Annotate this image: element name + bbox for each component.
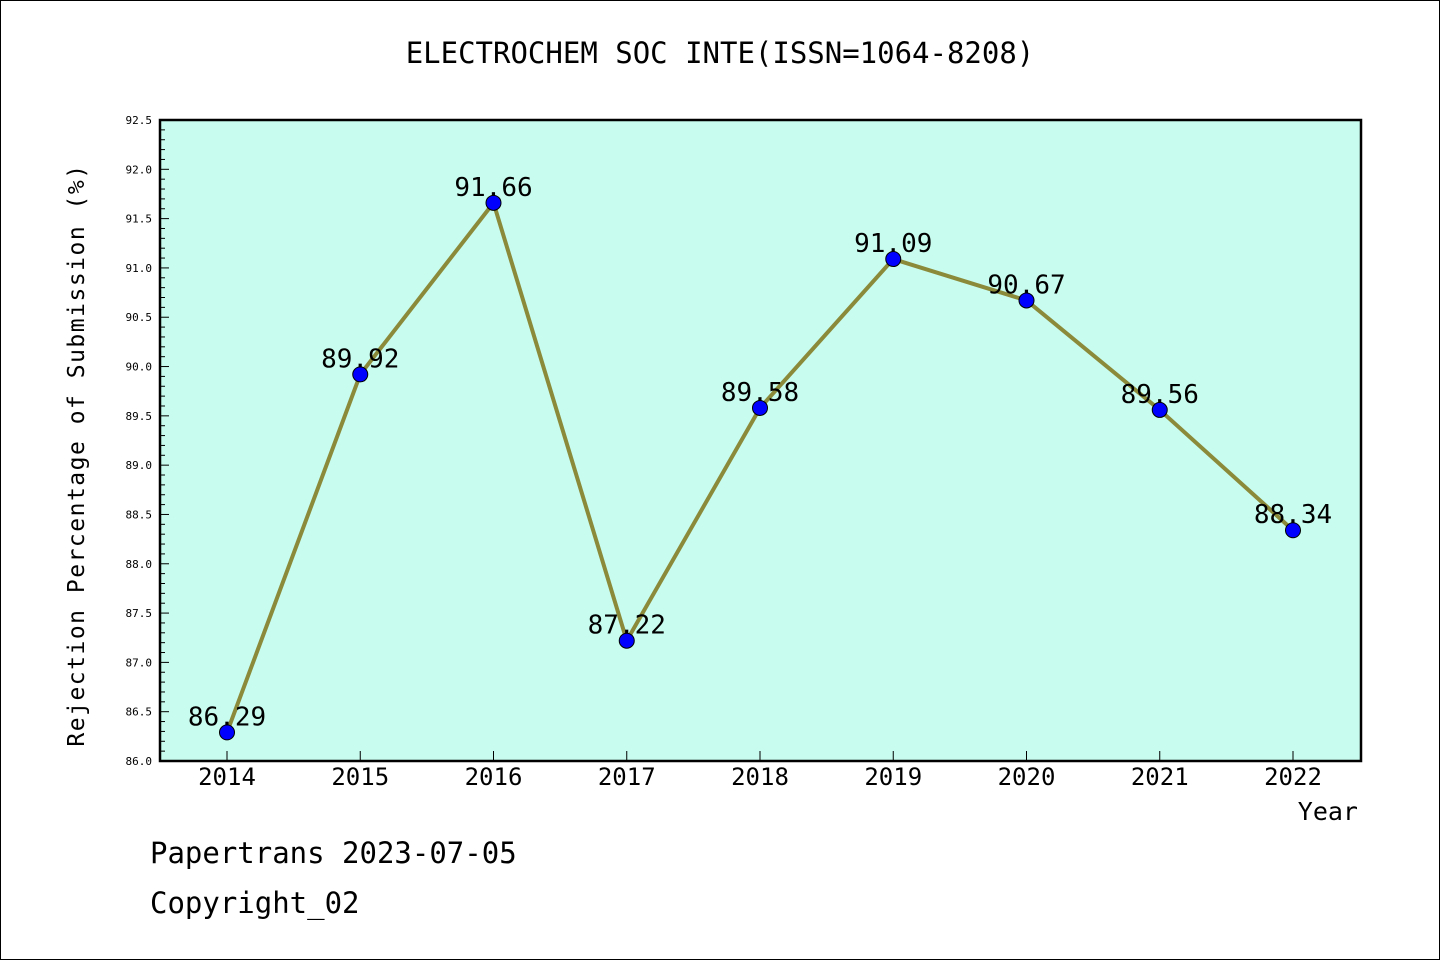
data-label: 90.67	[987, 270, 1065, 300]
data-label: 89.92	[321, 344, 399, 374]
data-label: 89.58	[721, 378, 799, 408]
data-label: 89.56	[1121, 380, 1199, 410]
y-tick-label: 86.5	[126, 706, 153, 719]
y-tick-label: 87.5	[126, 607, 153, 620]
x-tick-label: 2014	[198, 763, 256, 791]
y-tick-label: 89.0	[126, 459, 153, 472]
x-tick-label: 2019	[864, 763, 922, 791]
data-point	[219, 724, 235, 741]
data-label: 91.09	[854, 229, 932, 259]
x-tick-label: 2018	[731, 763, 789, 791]
x-tick-label: 2022	[1264, 763, 1322, 791]
data-point	[1285, 522, 1301, 539]
x-axis-label: Year	[1298, 797, 1358, 826]
data-label: 91.66	[454, 173, 532, 203]
data-label: 86.29	[188, 702, 266, 732]
x-axis-ticks: 2014 2015 2016 2017 2018 2019 2020 2021 2022	[198, 751, 1322, 791]
y-tick-label: 87.0	[126, 656, 153, 669]
data-point	[1151, 401, 1168, 418]
y-axis-label: Rejection Percentage of Submission (%)	[64, 163, 90, 746]
data-label: 88.34	[1254, 500, 1332, 530]
y-axis-ticks: 86.0 86.5 87.0 87.5 88.0 88.5 89.0 89.5 90.0 90.5…	[126, 114, 169, 768]
y-tick-label: 88.0	[126, 558, 153, 571]
data-point	[885, 251, 902, 268]
y-tick-label: 90.0	[126, 361, 153, 374]
data-label: 87.22	[588, 611, 666, 641]
footer-copyright: Copyright_02	[150, 886, 360, 920]
y-tick-label: 92.5	[126, 114, 153, 127]
data-point	[1018, 292, 1035, 309]
data-point	[752, 399, 768, 416]
y-tick-label: 89.5	[126, 410, 153, 423]
y-tick-label: 88.5	[126, 508, 153, 521]
plot-area	[158, 118, 1363, 763]
series: 86.29 89.92 91.66 87.22 89.58 91.09 90.67 89.56…	[188, 173, 1332, 741]
y-tick-label: 92.0	[126, 163, 153, 176]
data-point	[618, 632, 635, 649]
footer-source: Papertrans 2023-07-05	[150, 836, 517, 870]
y-tick-label: 91.5	[126, 213, 153, 226]
data-point	[485, 194, 502, 211]
x-tick-label: 2016	[465, 763, 523, 791]
data-point	[352, 366, 369, 383]
chart-title: ELECTROCHEM SOC INTE(ISSN=1064-8208)	[405, 36, 1035, 70]
x-tick-label: 2017	[598, 763, 656, 791]
x-tick-label: 2021	[1131, 763, 1189, 791]
x-tick-label: 2020	[998, 763, 1056, 791]
x-tick-label: 2015	[331, 763, 389, 791]
y-tick-label: 90.5	[126, 311, 153, 324]
y-tick-label: 86.0	[126, 755, 153, 768]
y-tick-label: 91.0	[126, 262, 153, 275]
